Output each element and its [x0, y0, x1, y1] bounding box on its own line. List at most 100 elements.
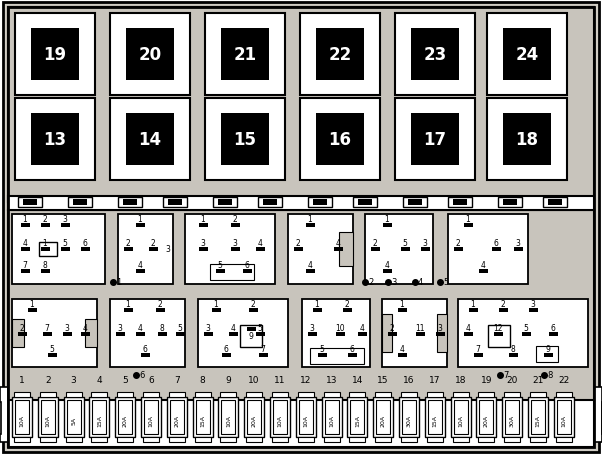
Text: 1: 1 [308, 215, 312, 224]
Text: 10A: 10A [226, 414, 231, 426]
Bar [273, 400, 287, 434]
Bar [298, 392, 314, 397]
Text: 7: 7 [503, 371, 508, 379]
Bar [8, 8, 594, 202]
Bar [23, 200, 37, 206]
Bar [556, 392, 572, 397]
Bar [218, 200, 232, 206]
Bar [8, 197, 594, 211]
Bar [18, 197, 42, 207]
Bar [17, 332, 26, 336]
Bar [316, 29, 364, 81]
Text: 4: 4 [400, 345, 405, 354]
Text: 1: 1 [214, 300, 219, 309]
Bar [339, 233, 353, 267]
Bar [90, 397, 110, 437]
Bar [350, 400, 364, 434]
Text: 1: 1 [23, 215, 27, 224]
Bar [15, 400, 29, 434]
Text: 3: 3 [309, 324, 314, 333]
Text: 2: 2 [296, 239, 300, 248]
Bar [427, 392, 443, 397]
Bar [123, 248, 132, 252]
Text: 10A: 10A [278, 414, 282, 426]
Bar [397, 353, 406, 357]
Bar [163, 197, 187, 207]
Text: 10A: 10A [303, 414, 308, 426]
Bar [249, 308, 258, 312]
Text: 4: 4 [82, 324, 87, 333]
Bar [205, 14, 285, 96]
Bar [324, 392, 340, 397]
Text: 2: 2 [150, 239, 155, 248]
Text: 11: 11 [415, 324, 425, 333]
Bar [20, 269, 29, 273]
Bar [135, 269, 144, 273]
Bar [60, 223, 69, 228]
Bar [203, 332, 213, 336]
Bar [0, 402, 1, 434]
Text: 16: 16 [329, 131, 352, 149]
Bar [487, 14, 567, 96]
Bar [258, 353, 267, 357]
Text: 5: 5 [403, 239, 408, 248]
Text: 15A: 15A [200, 414, 205, 426]
Text: 4: 4 [22, 239, 28, 248]
Bar [305, 223, 314, 228]
Bar [92, 437, 107, 442]
Bar [299, 400, 313, 434]
Text: 19: 19 [43, 46, 67, 64]
Text: 3: 3 [205, 324, 211, 333]
Bar [479, 392, 494, 397]
Text: 20: 20 [138, 46, 161, 64]
Text: 18: 18 [455, 376, 467, 384]
Bar [220, 437, 237, 442]
Bar [118, 214, 173, 284]
Bar [316, 114, 364, 166]
Bar [8, 211, 594, 400]
Bar [116, 332, 125, 336]
Text: 2: 2 [126, 239, 131, 248]
Bar [458, 299, 588, 367]
Bar [365, 214, 433, 284]
Text: 8: 8 [547, 371, 553, 379]
Bar [20, 223, 29, 228]
Text: 20A: 20A [380, 414, 386, 426]
Bar [263, 200, 277, 206]
Bar [556, 437, 572, 442]
Bar [40, 437, 56, 442]
Text: 6: 6 [223, 345, 228, 354]
Text: 6: 6 [82, 239, 87, 248]
Text: 15A: 15A [97, 414, 102, 426]
Bar [31, 114, 79, 166]
Bar [243, 269, 252, 273]
Text: 17: 17 [429, 376, 441, 384]
Bar [521, 332, 530, 336]
Bar [451, 397, 471, 437]
Bar [343, 308, 352, 312]
Text: 20A: 20A [123, 414, 128, 426]
Text: 2: 2 [158, 300, 163, 309]
Bar [117, 437, 133, 442]
Text: 1: 1 [400, 300, 405, 309]
Text: 24: 24 [515, 46, 539, 64]
Text: 8: 8 [510, 345, 515, 354]
Bar [272, 392, 288, 397]
Bar [41, 400, 55, 434]
Bar [193, 397, 213, 437]
Bar [66, 392, 82, 397]
Text: 6: 6 [244, 261, 249, 270]
Bar [92, 392, 107, 397]
Text: 8: 8 [43, 261, 48, 270]
Bar [15, 99, 95, 181]
Text: 9: 9 [249, 332, 253, 341]
Bar [48, 353, 57, 357]
Bar [503, 200, 517, 206]
Bar [199, 248, 208, 252]
Bar [110, 14, 190, 96]
Bar [185, 214, 275, 284]
Bar [63, 332, 72, 336]
Bar [437, 314, 447, 352]
Bar [12, 299, 97, 367]
Bar [382, 269, 391, 273]
